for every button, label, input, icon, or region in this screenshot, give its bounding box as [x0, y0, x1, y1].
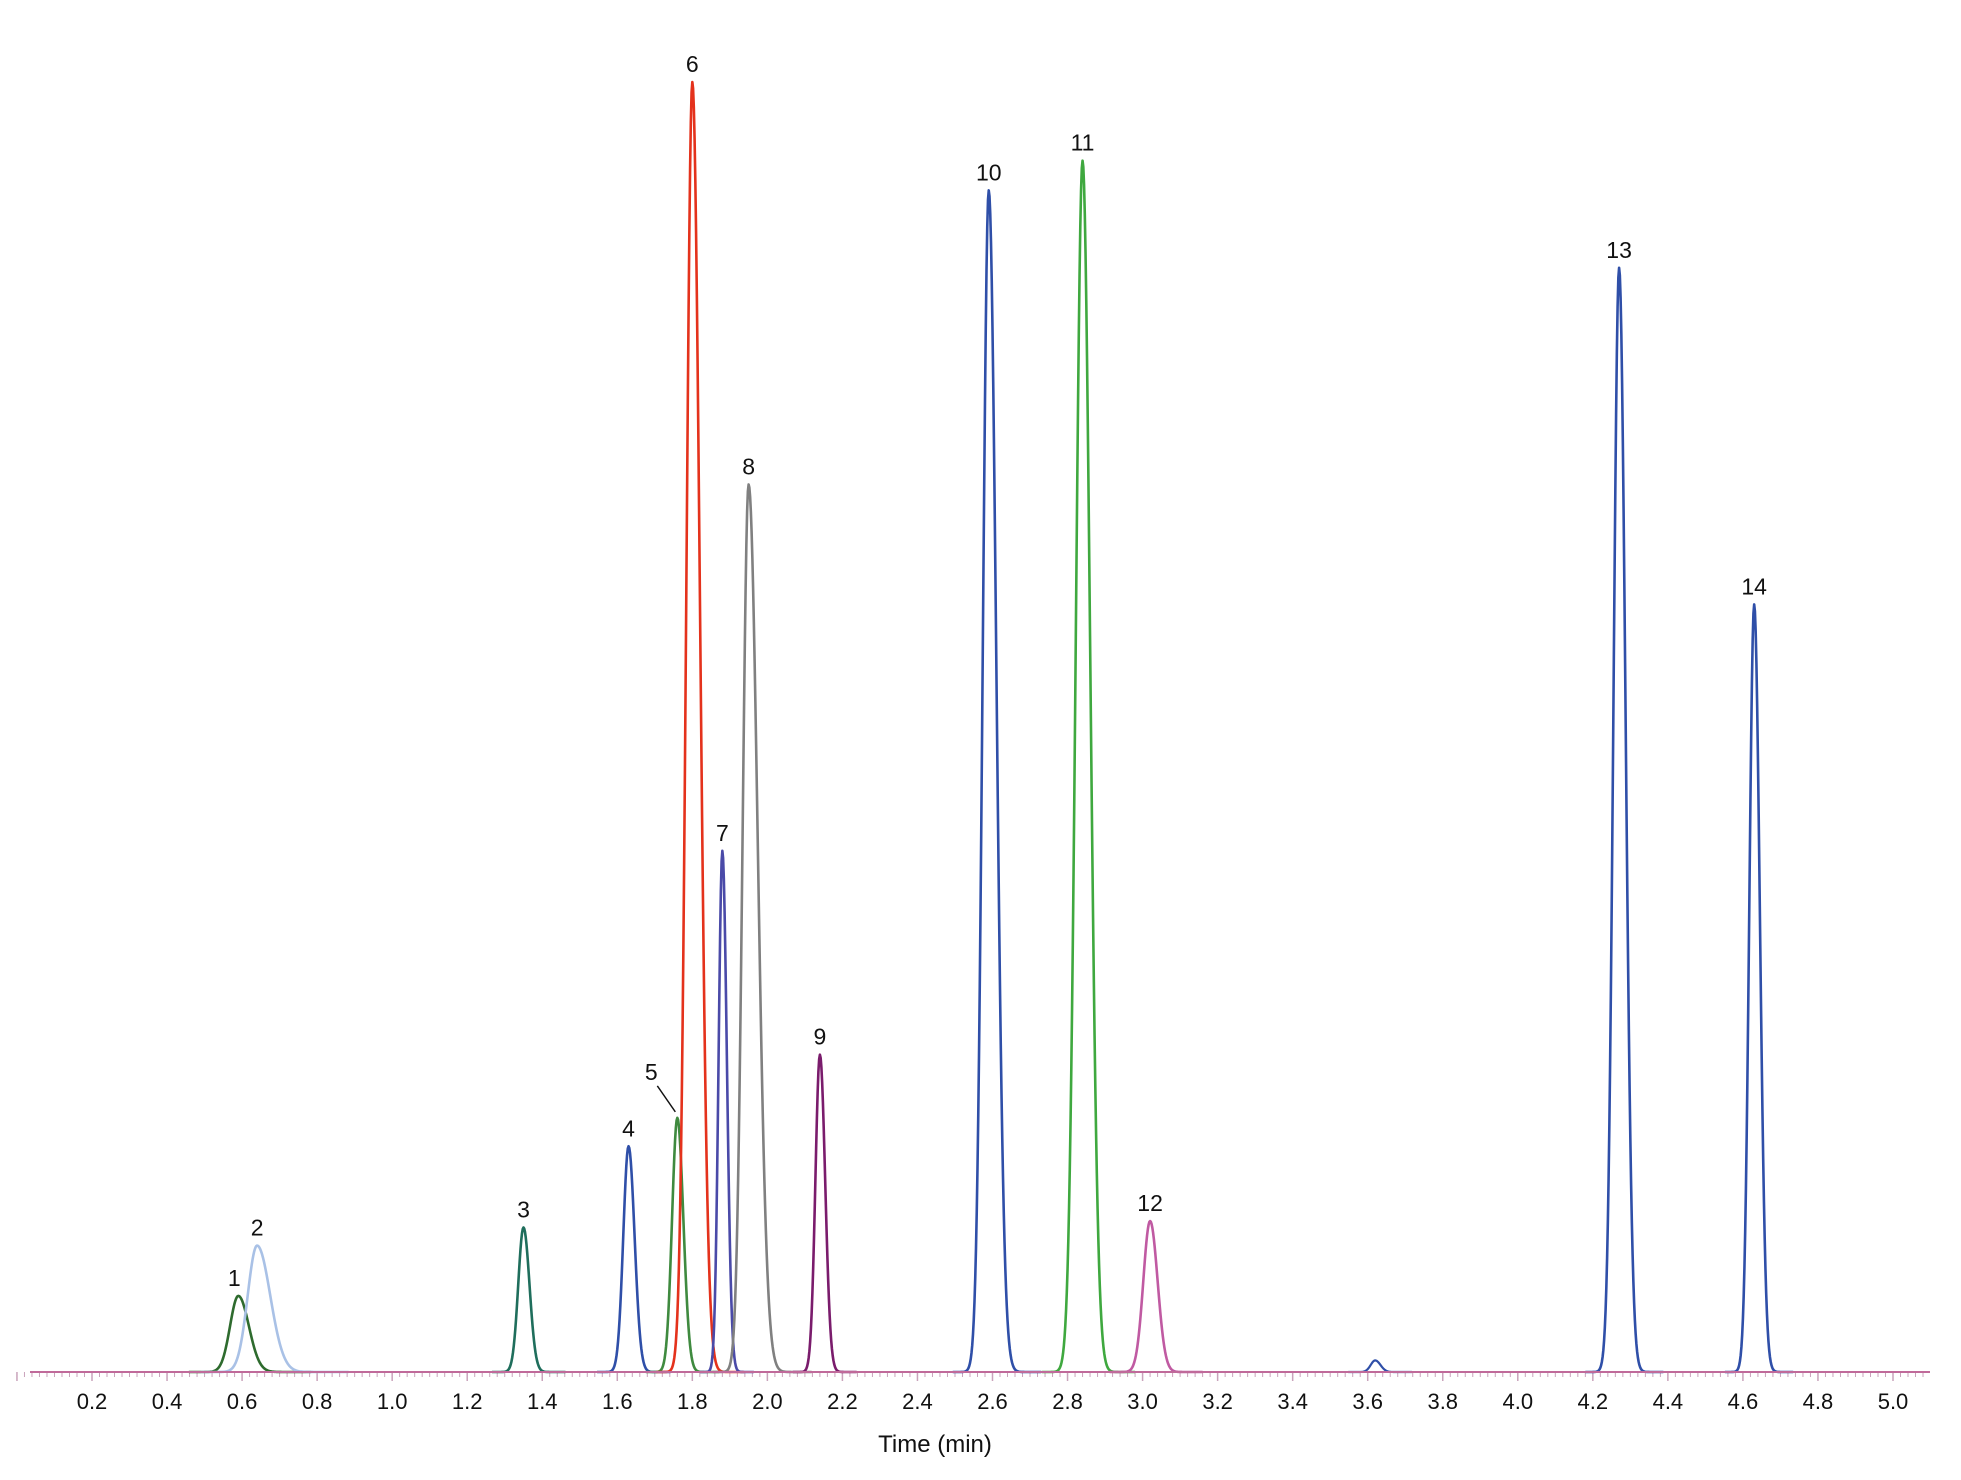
x-tick-label: 2.4: [902, 1389, 933, 1414]
plot-area: 0.2 0.4 0.6 0.8 1.0 1.2 1.4 1.6 1.8 2.0 2.2 2.4 2.6 2…: [16, 51, 1930, 1414]
peak-trace-7: [699, 849, 755, 1374]
peak-trace-14: [1724, 603, 1794, 1374]
x-tick-label: 3.8: [1427, 1389, 1458, 1414]
peak-trace-2: [200, 1244, 350, 1374]
x-ticks: [16, 1372, 1924, 1381]
x-tick-label: 5.0: [1878, 1389, 1909, 1414]
peak-label-14: 14: [1741, 573, 1767, 599]
peak-label-8: 8: [742, 453, 755, 479]
x-tick-label: 2.0: [752, 1389, 783, 1414]
x-tick-label: 2.6: [977, 1389, 1008, 1414]
x-tick-label: 3.0: [1127, 1389, 1158, 1414]
peak-label-11: 11: [1071, 130, 1095, 156]
x-tick-label: 0.8: [302, 1389, 333, 1414]
peak-trace-13: [1584, 266, 1664, 1374]
x-tick-label: 0.6: [227, 1389, 258, 1414]
peak-traces: [188, 80, 1794, 1374]
x-tick-label: 3.4: [1277, 1389, 1308, 1414]
x-tick-label: 1.6: [602, 1389, 633, 1414]
peak-label-13: 13: [1606, 237, 1632, 263]
peak-trace-1: [188, 1294, 312, 1374]
x-tick-labels: 0.2 0.4 0.6 0.8 1.0 1.2 1.4 1.6 1.8 2.0 2.2 2.4 2.6 2…: [77, 1389, 1909, 1414]
x-tick-label: 4.8: [1803, 1389, 1834, 1414]
peak-trace-8: [712, 483, 813, 1374]
peak-label-10: 10: [976, 159, 1002, 185]
x-tick-label: 1.8: [677, 1389, 708, 1414]
x-tick-label: 2.2: [827, 1389, 858, 1414]
x-tick-label: 1.2: [452, 1389, 483, 1414]
peak-trace-9: [792, 1053, 858, 1374]
x-tick-label: 1.4: [527, 1389, 558, 1414]
x-tick-label: 2.8: [1052, 1389, 1083, 1414]
x-tick-label: 3.6: [1352, 1389, 1383, 1414]
x-axis-title: Time (min): [878, 1431, 992, 1458]
x-tick-label: 4.0: [1502, 1389, 1533, 1414]
peak-trace-10: [952, 189, 1042, 1374]
peak-trace-3: [491, 1226, 567, 1374]
peak-label-1: 1: [228, 1265, 241, 1291]
x-tick-label: 4.6: [1728, 1389, 1759, 1414]
peak-label-7: 7: [716, 820, 729, 846]
x-tick-label: 4.2: [1578, 1389, 1609, 1414]
peak-label-2: 2: [251, 1215, 264, 1241]
peak-label-9: 9: [814, 1024, 827, 1050]
x-tick-label: 0.2: [77, 1389, 108, 1414]
x-tick-label: 3.2: [1202, 1389, 1233, 1414]
peak-label-6: 6: [686, 51, 699, 77]
peak-trace-12: [1109, 1219, 1204, 1374]
peak-label-5: 5: [645, 1059, 658, 1085]
peak-label-12: 12: [1137, 1190, 1163, 1216]
minor-peak-trace: [1348, 1359, 1412, 1374]
peak-trace-4: [596, 1144, 672, 1374]
x-tick-label: 4.4: [1653, 1389, 1684, 1414]
peak-leader-line: [656, 1085, 676, 1113]
peak-label-3: 3: [517, 1197, 530, 1223]
x-tick-label: 1.0: [377, 1389, 408, 1414]
peak-trace-6: [655, 80, 745, 1374]
peak-label-4: 4: [622, 1115, 635, 1141]
peak-trace-11: [1041, 159, 1136, 1374]
x-tick-label: 0.4: [152, 1389, 183, 1414]
